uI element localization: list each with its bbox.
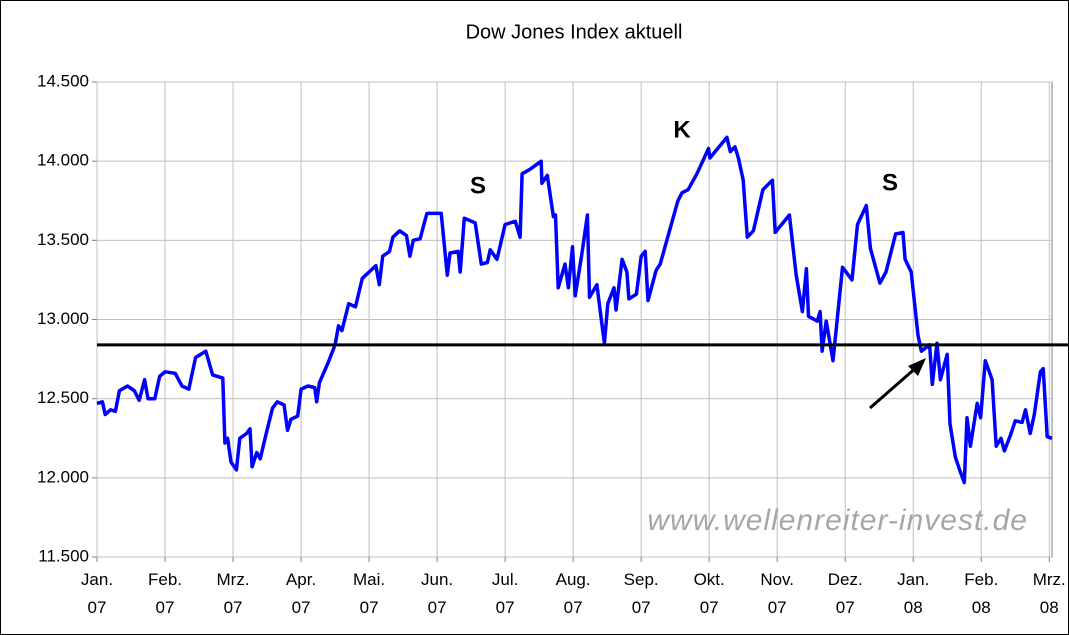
arrow-shaft bbox=[869, 364, 919, 410]
x-tick-label: Sep. 07 bbox=[623, 570, 659, 617]
x-tick-label: Jun. 07 bbox=[421, 570, 454, 617]
x-tick-label: Feb. 08 bbox=[964, 570, 999, 617]
x-tick-label: Dez. 07 bbox=[827, 570, 863, 617]
index-line bbox=[96, 135, 1053, 485]
y-tick-label: 13.500 bbox=[37, 230, 89, 249]
x-tick-label: Apr. 07 bbox=[285, 570, 317, 617]
x-tick-label: Feb. 07 bbox=[148, 570, 183, 617]
y-tick-label: 12.500 bbox=[37, 388, 89, 407]
x-tick-label: Mai. 07 bbox=[353, 570, 386, 617]
watermark: www.wellenreiter-invest.de bbox=[647, 504, 1028, 537]
y-tick-label: 13.000 bbox=[37, 309, 89, 328]
x-tick-label: Mrz. 07 bbox=[216, 570, 250, 617]
y-tick-label: 12.000 bbox=[37, 467, 89, 486]
x-tick-label: Nov. 07 bbox=[760, 570, 795, 617]
chart-title: Dow Jones Index aktuell bbox=[466, 21, 683, 43]
x-tick-label: Jan. 07 bbox=[80, 570, 114, 617]
arrow-head bbox=[908, 358, 926, 376]
x-tick-label: Mrz. 08 bbox=[1032, 570, 1066, 617]
annotation: S bbox=[470, 172, 486, 199]
x-tick-label: Jan. 08 bbox=[897, 570, 930, 617]
y-tick-label: 14.500 bbox=[37, 71, 89, 90]
y-tick-label: 14.000 bbox=[37, 151, 89, 170]
x-tick-label: Jul. 07 bbox=[491, 570, 519, 617]
annotation: S bbox=[882, 169, 898, 196]
y-tick-label: 11.500 bbox=[38, 546, 89, 565]
x-tick-label: Aug. 07 bbox=[555, 570, 591, 617]
annotation: K bbox=[673, 116, 691, 143]
x-tick-label: Okt. 07 bbox=[693, 570, 725, 617]
